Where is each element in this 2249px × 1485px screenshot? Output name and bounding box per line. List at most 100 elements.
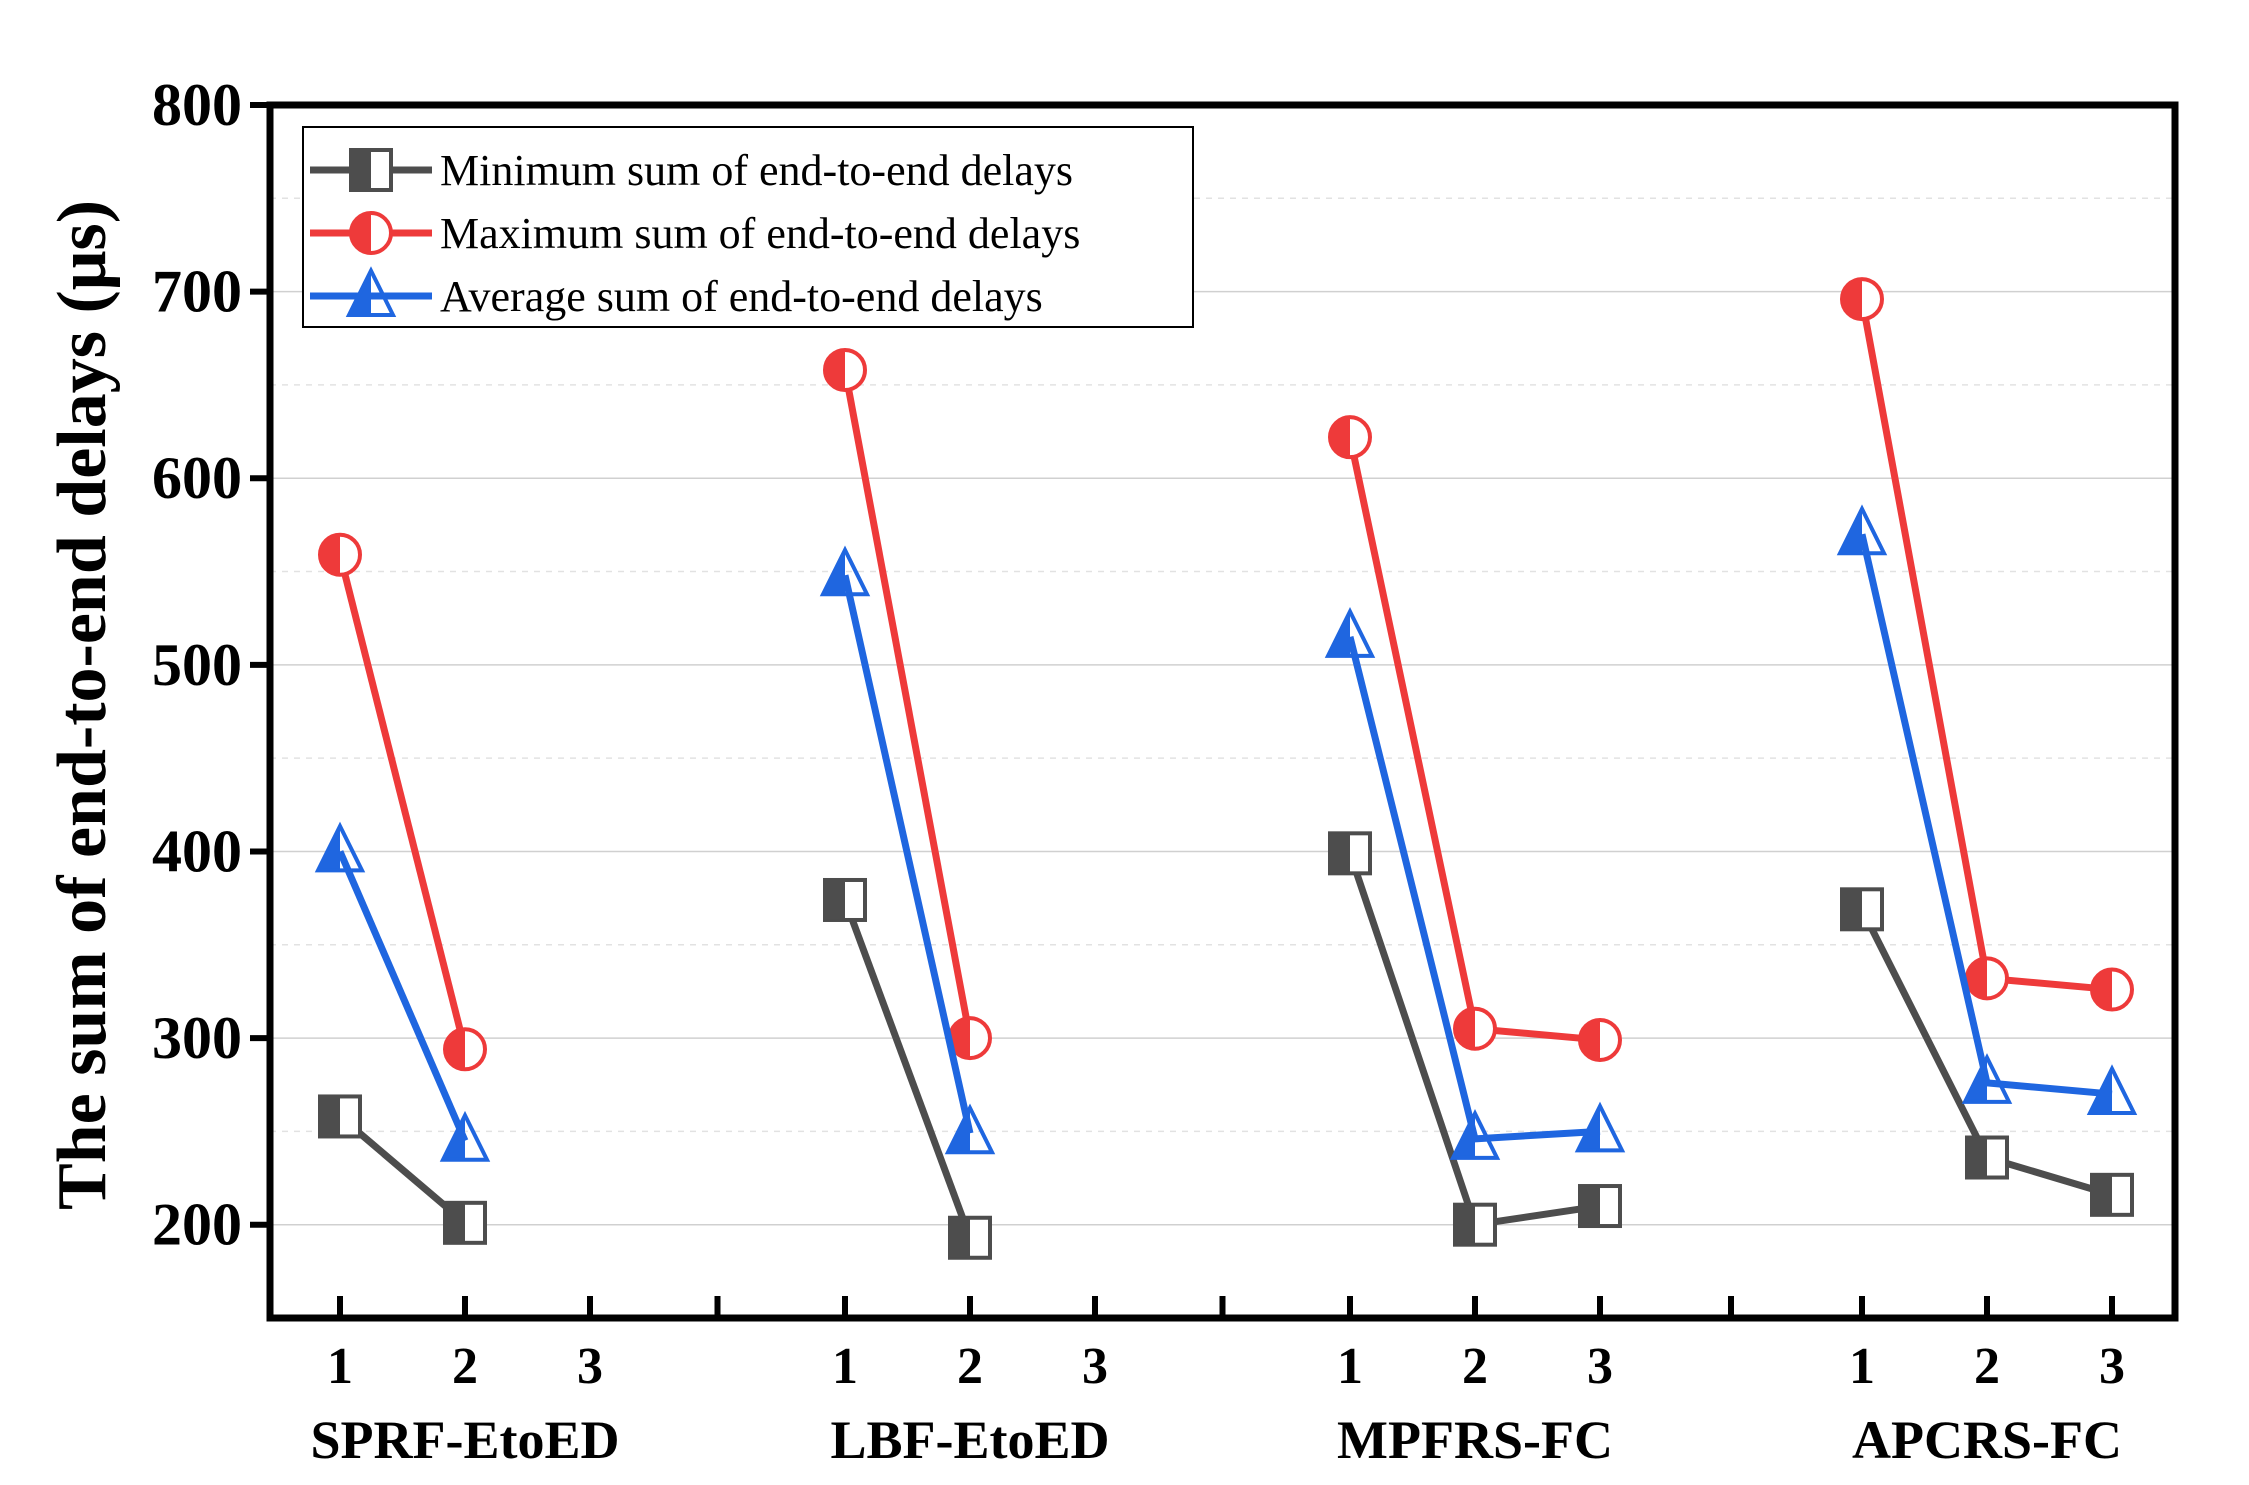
data-point	[823, 877, 867, 922]
marker-fill	[950, 1217, 970, 1258]
marker-outline	[944, 1103, 996, 1155]
marker-fill	[443, 1115, 465, 1160]
marker-fill	[445, 1202, 465, 1243]
legend-box	[302, 126, 1194, 328]
marker-outline	[1574, 1101, 1626, 1153]
marker-fill	[1330, 417, 1350, 458]
y-tick-label: 400	[152, 818, 242, 884]
marker-fill	[825, 879, 845, 920]
x-tick-label: 1	[1849, 1338, 1875, 1395]
legend: Minimum sum of end-to-end delays Maximum …	[302, 126, 1194, 328]
data-point	[443, 1200, 487, 1245]
marker-fill	[1965, 1057, 1987, 1102]
data-point	[819, 545, 871, 597]
data-point	[1453, 1202, 1497, 1247]
series-layer	[314, 277, 2138, 1260]
axes: 200 300 400 500 600 700 800 1 2 3 SPRF-EtoED 1 2 3 LBF…	[152, 72, 2179, 1470]
data-point	[1840, 277, 1884, 322]
marker-fill	[2092, 1174, 2112, 1215]
data-point	[1965, 956, 2009, 1001]
x-tick-label: 3	[1587, 1338, 1613, 1395]
data-point	[318, 532, 362, 577]
data-point	[1961, 1053, 2013, 1104]
data-point	[2090, 1172, 2134, 1217]
marker-outline	[1961, 1053, 2013, 1104]
data-point	[1574, 1101, 1626, 1153]
marker-outline	[2086, 1064, 2138, 1116]
marker-outline	[819, 545, 871, 597]
marker-outline	[314, 821, 366, 873]
data-point	[1578, 1017, 1622, 1062]
marker-fill	[1842, 889, 1862, 930]
data-point	[1328, 831, 1372, 876]
data-point	[1578, 1184, 1622, 1229]
marker-fill	[1842, 279, 1862, 320]
legend-label: Maximum sum of end-to-end delays	[440, 209, 1080, 258]
y-tick-label: 600	[152, 445, 242, 511]
series-line	[1346, 436, 1601, 1044]
legend-marker	[349, 148, 393, 192]
marker-fill	[320, 1096, 340, 1137]
marker-outline	[1836, 504, 1888, 556]
marker-fill	[445, 1029, 465, 1070]
marker-fill	[948, 1107, 970, 1153]
y-tick-label: 700	[152, 259, 242, 325]
marker-fill	[1967, 958, 1987, 999]
x-tick-label: 2	[1974, 1338, 2000, 1395]
y-axis-label: The sum of end-to-end delays (μs)	[44, 200, 121, 1210]
y-tick-label: 200	[152, 1192, 242, 1258]
marker-fill	[1455, 1204, 1475, 1245]
grid-lines	[270, 197, 2175, 1226]
marker-outline	[439, 1110, 491, 1162]
x-group-label: APCRS-FC	[1852, 1410, 2122, 1470]
data-point	[944, 1103, 996, 1155]
data-point	[1840, 887, 1884, 932]
y-tick-label: 800	[152, 72, 242, 138]
series-line	[1858, 298, 2113, 994]
series-line	[1858, 533, 2113, 1098]
data-point	[439, 1110, 491, 1162]
data-point	[318, 1094, 362, 1139]
legend-label: Minimum sum of end-to-end delays	[440, 146, 1073, 195]
data-point	[314, 821, 366, 873]
data-point	[1965, 1135, 2009, 1180]
x-tick-label: 1	[327, 1338, 353, 1395]
legend-label: Average sum of end-to-end delays	[440, 272, 1043, 321]
marker-fill	[320, 534, 340, 575]
x-tick-label: 3	[2099, 1338, 2125, 1395]
marker-fill	[1580, 1186, 1600, 1227]
marker-fill	[1330, 833, 1350, 874]
marker-outline	[1449, 1109, 1501, 1160]
x-tick-label: 2	[957, 1338, 983, 1395]
marker-fill	[1453, 1113, 1475, 1158]
y-tick-label: 300	[152, 1005, 242, 1071]
data-point	[823, 347, 867, 392]
marker-fill	[1578, 1106, 1600, 1151]
x-group-label: MPFRS-FC	[1337, 1410, 1613, 1470]
series-line	[1346, 636, 1601, 1143]
marker-fill	[2090, 1068, 2112, 1114]
y-tick-label: 500	[152, 632, 242, 698]
x-group-label: SPRF-EtoED	[311, 1410, 620, 1470]
data-point	[1836, 504, 1888, 556]
data-point	[2090, 967, 2134, 1012]
marker-outline	[1324, 607, 1376, 658]
marker-fill	[1580, 1019, 1600, 1060]
series-line	[841, 369, 974, 1039]
x-tick-label: 3	[1082, 1338, 1108, 1395]
data-point	[1328, 415, 1372, 460]
marker-fill	[1455, 1008, 1475, 1049]
x-tick-label: 1	[832, 1338, 858, 1395]
marker-fill	[825, 349, 845, 390]
marker-outline	[345, 266, 397, 317]
series-line	[336, 553, 469, 1051]
x-tick-label: 2	[452, 1338, 478, 1395]
x-tick-label: 3	[577, 1338, 603, 1395]
x-tick-label: 2	[1462, 1338, 1488, 1395]
data-point	[948, 1215, 992, 1260]
data-point	[1324, 607, 1376, 658]
x-tick-label: 1	[1337, 1338, 1363, 1395]
data-point	[443, 1027, 487, 1072]
data-point	[948, 1016, 992, 1061]
